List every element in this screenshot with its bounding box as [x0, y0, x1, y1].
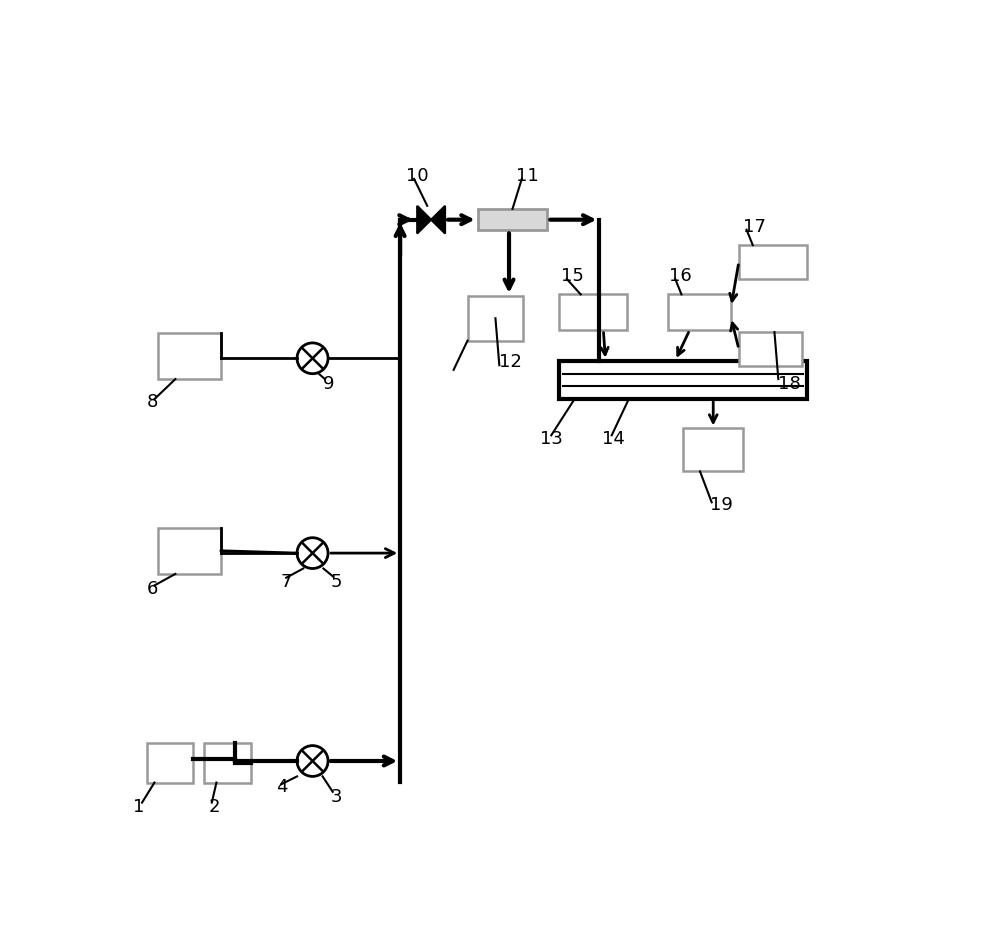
- Bar: [147, 743, 193, 782]
- Text: 12: 12: [499, 353, 521, 371]
- Text: 8: 8: [147, 394, 158, 411]
- Bar: [468, 296, 523, 341]
- Bar: [739, 245, 807, 279]
- Text: 1: 1: [133, 798, 144, 816]
- Polygon shape: [417, 206, 431, 233]
- Bar: [683, 429, 743, 471]
- Text: 2: 2: [209, 798, 220, 816]
- Bar: [559, 294, 627, 330]
- Text: 3: 3: [330, 788, 342, 807]
- Bar: [559, 360, 807, 399]
- Text: 19: 19: [710, 495, 733, 514]
- Text: 4: 4: [276, 778, 288, 796]
- Text: 18: 18: [778, 375, 800, 393]
- Text: 17: 17: [743, 219, 766, 236]
- Text: 14: 14: [602, 431, 624, 448]
- Text: 16: 16: [669, 267, 692, 285]
- Bar: [739, 332, 802, 366]
- Bar: [158, 332, 221, 379]
- Text: 6: 6: [147, 581, 158, 598]
- Bar: [204, 743, 251, 782]
- Text: 11: 11: [516, 167, 539, 185]
- Bar: [158, 528, 221, 574]
- Text: 10: 10: [406, 167, 428, 185]
- Text: 7: 7: [280, 572, 292, 591]
- Text: 9: 9: [323, 375, 334, 393]
- Bar: [668, 294, 731, 330]
- Text: 13: 13: [540, 431, 562, 448]
- Bar: [478, 209, 547, 231]
- Text: 5: 5: [330, 572, 342, 591]
- Polygon shape: [431, 206, 445, 233]
- Text: 15: 15: [561, 267, 583, 285]
